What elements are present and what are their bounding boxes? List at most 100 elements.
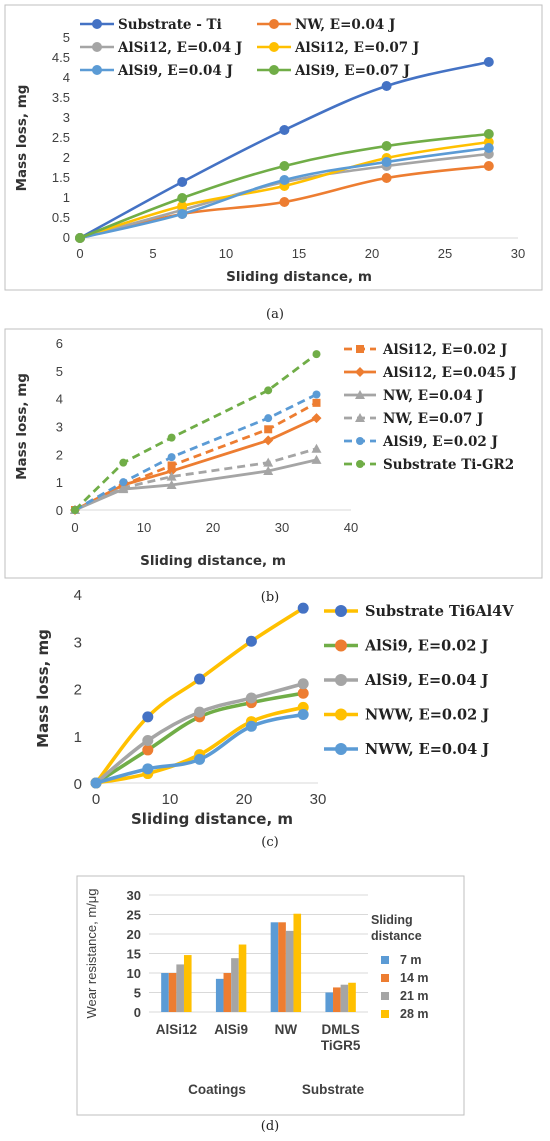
chart-b-data-point xyxy=(119,478,128,487)
chart-a-x-label: Sliding distance, m xyxy=(226,269,372,285)
chart-a-data-point xyxy=(483,57,494,67)
chart-d-bar xyxy=(231,958,239,1012)
chart-d-legend-swatch xyxy=(381,1010,389,1018)
chart-c-data-point xyxy=(194,673,206,685)
chart-c-legend-marker xyxy=(335,674,347,686)
chart-b-legend-marker xyxy=(356,437,364,445)
chart-b-y-tick: 2 xyxy=(56,447,63,462)
chart-b-legend-label: NW, E=0.07 J xyxy=(383,411,483,427)
chart-d-bar xyxy=(285,930,294,1012)
chart-d-y-tick: 5 xyxy=(134,986,141,1001)
chart-d-caption: (d) xyxy=(261,1119,279,1134)
chart-c-data-point xyxy=(90,777,102,789)
chart-d-bar xyxy=(293,913,302,1012)
chart-b-legend-label: AlSi12, E=0.02 J xyxy=(382,342,507,358)
chart-a-legend-marker xyxy=(269,65,279,75)
chart-a-y-tick: 3 xyxy=(63,110,70,125)
chart-d-bar xyxy=(238,944,247,1012)
chart-c-data-point xyxy=(297,708,309,720)
chart-a-data-point xyxy=(177,177,188,187)
chart-c-legend-marker xyxy=(335,639,347,652)
chart-b-data-point xyxy=(264,386,273,395)
chart-a-legend-label: AlSi12, E=0.04 J xyxy=(117,40,242,56)
chart-b-legend-label: Substrate Ti-GR2 xyxy=(383,457,514,473)
chart-a-data-point xyxy=(279,175,290,185)
chart-a-y-tick: 2.5 xyxy=(52,130,70,145)
chart-d-legend-swatch xyxy=(381,992,389,1000)
chart-a-x-tick: 20 xyxy=(365,246,379,261)
chart-c-legend-marker xyxy=(335,708,347,721)
chart-c-data-point xyxy=(245,720,257,732)
chart-b-data-point xyxy=(119,458,128,467)
chart-c-data-point xyxy=(297,678,309,690)
chart-b-data-point xyxy=(312,350,321,359)
chart-d-legend-label: 7 m xyxy=(400,953,422,967)
chart-a-data-point xyxy=(177,209,188,219)
chart-a-legend-label: AlSi12, E=0.07 J xyxy=(294,40,419,56)
chart-c-legend-marker xyxy=(335,605,347,617)
chart-b-legend-marker xyxy=(355,367,365,377)
chart-d-y-tick: 20 xyxy=(127,927,141,942)
chart-b-data-point xyxy=(166,466,177,477)
chart-c-data-point xyxy=(142,763,154,775)
chart-b-y-tick: 6 xyxy=(56,336,63,351)
chart-a-legend-marker xyxy=(92,65,102,75)
chart-a-y-tick: 3.5 xyxy=(52,90,70,105)
chart-a-y-tick: 4 xyxy=(63,70,70,85)
chart-d-bar xyxy=(161,973,169,1012)
chart-c-data-point xyxy=(194,706,206,718)
chart-d-y-tick: 25 xyxy=(127,908,141,923)
chart-d-frame xyxy=(76,875,465,1116)
chart-b-data-point xyxy=(166,471,177,481)
chart-c-series-line-4 xyxy=(95,712,304,785)
chart-a-y-tick: 5 xyxy=(63,30,70,45)
chart-b-caption: (b) xyxy=(261,590,279,605)
chart-a-y-tick: 0 xyxy=(63,230,70,245)
chart-a-data-point xyxy=(483,143,494,153)
chart-a-data-point xyxy=(279,161,290,171)
chart-a-legend-marker xyxy=(92,19,102,29)
chart-c-legend-label: AlSi9, E=0.04 J xyxy=(364,672,488,689)
chart-a-legend-marker xyxy=(269,42,279,52)
chart-c-x-tick: 20 xyxy=(236,791,253,808)
chart-c-legend-label: Substrate Ti6Al4V xyxy=(365,603,514,620)
chart-d-category-label: AlSi9 xyxy=(214,1022,248,1037)
chart-c-y-tick: 1 xyxy=(74,729,82,746)
chart-b-x-tick: 0 xyxy=(71,520,78,535)
chart-b-y-label: Mass loss, mg xyxy=(14,373,30,480)
chart-a-legend-label: Substrate - Ti xyxy=(118,17,222,33)
chart-b-data-point xyxy=(263,457,274,467)
chart-b-data-point xyxy=(167,433,176,442)
chart-d-bar xyxy=(340,984,349,1012)
chart-d-category-label: TiGR5 xyxy=(321,1038,361,1053)
chart-d-bar xyxy=(168,973,177,1012)
chart-b-data-point xyxy=(118,482,129,492)
chart-a-data-point xyxy=(483,161,494,171)
chart-c-x-label: Sliding distance, m xyxy=(131,810,293,828)
chart-b-data-point xyxy=(167,453,176,462)
chart-c-y-tick: 2 xyxy=(74,682,82,699)
chart-b-data-point xyxy=(311,413,322,424)
chart-b-data-point xyxy=(312,390,321,399)
chart-b-data-point xyxy=(71,506,79,514)
chart-b-data-point xyxy=(311,454,322,464)
chart-d-bar xyxy=(325,992,334,1012)
chart-d-legend-label: 14 m xyxy=(400,971,429,985)
chart-a-y-tick: 1.5 xyxy=(52,170,70,185)
chart-b-legend-marker xyxy=(356,460,364,468)
chart-c-y-tick: 4 xyxy=(74,587,82,604)
chart-a-y-tick: 2 xyxy=(63,150,70,165)
chart-c-data-point xyxy=(142,744,154,756)
chart-a-legend-label: AlSi9, E=0.07 J xyxy=(294,63,410,79)
chart-b-legend-label: NW, E=0.04 J xyxy=(383,388,483,404)
chart-a-data-point xyxy=(279,125,290,135)
chart-a-data-point xyxy=(177,201,188,211)
chart-d-legend-swatch xyxy=(381,956,389,964)
chart-a-data-point xyxy=(483,129,494,139)
chart-d-y-tick: 15 xyxy=(127,947,141,962)
chart-c-legend-label: NWW, E=0.04 J xyxy=(365,741,489,758)
chart-d-category-label: DMLS xyxy=(322,1022,360,1037)
chart-b-legend-label: AlSi9, E=0.02 J xyxy=(382,434,498,450)
chart-b-x-tick: 30 xyxy=(275,520,289,535)
